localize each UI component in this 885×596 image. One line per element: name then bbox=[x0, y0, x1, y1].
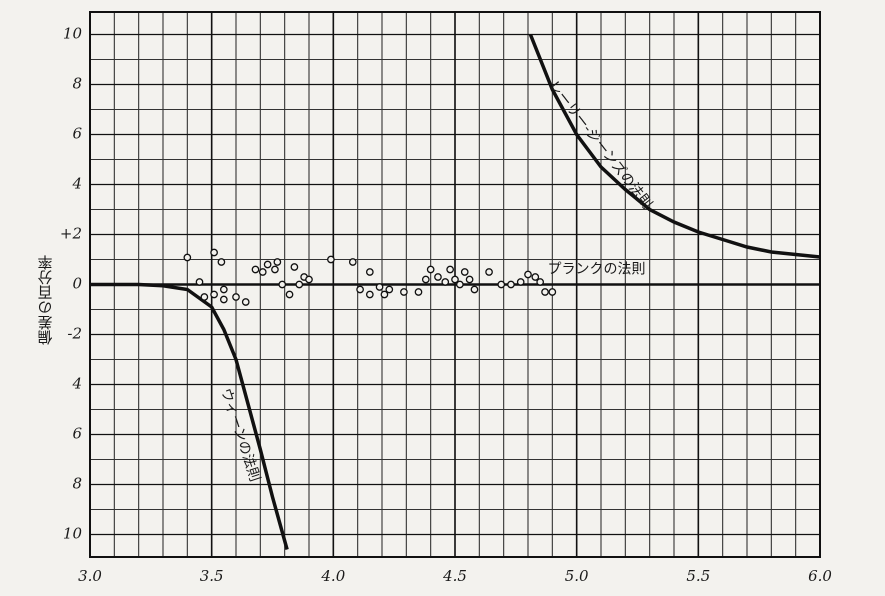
data-point bbox=[295, 280, 304, 289]
data-point bbox=[380, 290, 389, 299]
annotation: プランクの法則 bbox=[547, 262, 645, 278]
data-point bbox=[241, 298, 250, 306]
data-point bbox=[421, 275, 430, 284]
y-tick-label: 8 bbox=[72, 75, 82, 93]
data-point bbox=[460, 268, 469, 276]
data-point bbox=[263, 260, 272, 269]
x-tick-label: 5.5 bbox=[686, 567, 710, 585]
y-tick-label: 0 bbox=[72, 275, 82, 293]
data-point bbox=[348, 258, 357, 266]
y-tick-label: 10 bbox=[63, 25, 83, 43]
data-point bbox=[258, 268, 267, 276]
data-point bbox=[365, 290, 374, 299]
data-point bbox=[456, 280, 464, 289]
data-point bbox=[285, 290, 294, 299]
y-axis-label: 偏差の百分率 bbox=[37, 255, 55, 345]
data-point bbox=[271, 265, 279, 274]
curve bbox=[528, 33, 821, 259]
data-point bbox=[273, 258, 282, 266]
data-point bbox=[524, 270, 532, 279]
x-tick-label: 6.0 bbox=[808, 567, 832, 585]
y-tick-label: 4 bbox=[71, 175, 82, 193]
x-tick-label: 3.5 bbox=[200, 567, 224, 585]
data-point bbox=[210, 248, 218, 257]
curve-label: レーリー-ジーンズの法則 bbox=[545, 78, 655, 212]
data-point bbox=[219, 295, 228, 304]
data-point bbox=[400, 288, 408, 296]
data-point bbox=[327, 255, 335, 264]
data-point bbox=[441, 278, 450, 286]
data-point bbox=[536, 278, 545, 286]
y-tick-label: +2 bbox=[60, 225, 82, 243]
curve bbox=[90, 282, 289, 550]
data-point bbox=[446, 265, 454, 274]
data-point bbox=[465, 275, 474, 284]
x-tick-label: 3.0 bbox=[78, 567, 102, 585]
data-point bbox=[385, 285, 394, 294]
data-point bbox=[217, 258, 226, 266]
data-point bbox=[200, 293, 209, 301]
data-point bbox=[365, 268, 374, 276]
y-tick-label: 6 bbox=[72, 425, 82, 443]
y-tick-label: 10 bbox=[63, 525, 83, 543]
data-point bbox=[251, 265, 260, 274]
data-point bbox=[497, 280, 506, 289]
x-tick-label: 5.0 bbox=[565, 567, 589, 585]
data-point bbox=[375, 283, 384, 291]
data-point bbox=[451, 275, 459, 284]
y-tick-label: 4 bbox=[71, 375, 82, 393]
data-point bbox=[516, 278, 525, 286]
y-tick-label: 8 bbox=[72, 475, 82, 493]
data-point bbox=[507, 280, 515, 289]
data-point bbox=[434, 273, 442, 281]
data-point bbox=[219, 285, 228, 294]
data-point bbox=[210, 290, 218, 299]
data-point bbox=[414, 288, 423, 296]
x-tick-label: 4.5 bbox=[442, 567, 467, 585]
x-tick-label: 4.0 bbox=[320, 567, 345, 585]
y-tick-label: -2 bbox=[67, 325, 82, 343]
data-point bbox=[305, 275, 313, 284]
data-point bbox=[232, 293, 240, 301]
data-point bbox=[290, 263, 299, 271]
data-point bbox=[485, 268, 493, 276]
data-point bbox=[278, 280, 287, 289]
data-point bbox=[195, 278, 204, 286]
data-point bbox=[470, 285, 479, 294]
data-point bbox=[531, 273, 540, 281]
data-point bbox=[541, 288, 549, 296]
y-tick-label: 6 bbox=[72, 125, 82, 143]
data-point bbox=[426, 265, 435, 274]
data-point bbox=[183, 253, 192, 262]
data-point bbox=[548, 288, 557, 296]
data-point bbox=[356, 285, 364, 294]
